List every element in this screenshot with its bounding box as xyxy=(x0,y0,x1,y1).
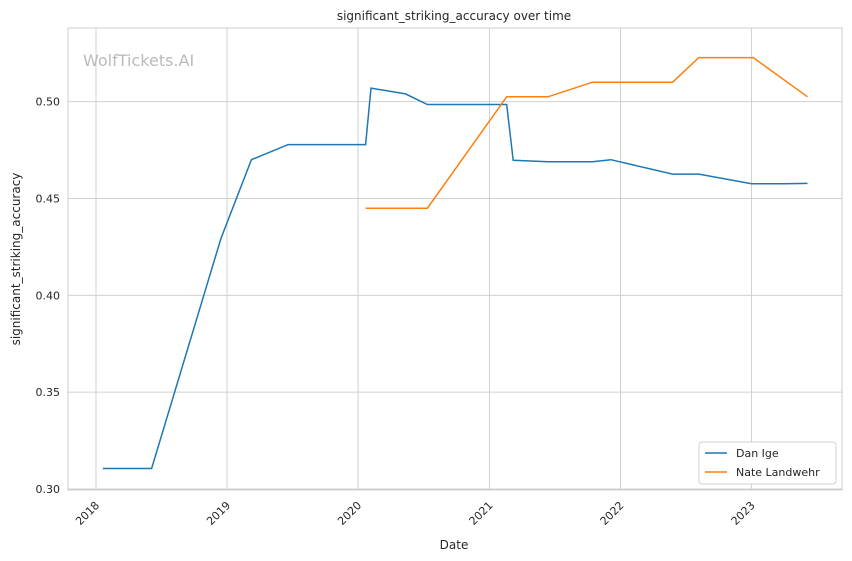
y-tick-label: 0.45 xyxy=(36,192,61,205)
y-tick-label: 0.35 xyxy=(36,386,61,399)
x-tick-label: 2023 xyxy=(729,499,758,528)
legend-label-dan-ige: Dan Ige xyxy=(736,447,779,460)
x-tick-label: 2022 xyxy=(598,499,627,528)
x-tick-label: 2020 xyxy=(335,499,364,528)
legend-label-nate-landwehr: Nate Landwehr xyxy=(736,466,820,479)
series-line-dan-ige xyxy=(102,87,808,470)
x-tick-label: 2018 xyxy=(73,499,102,528)
legend: Dan Ige Nate Landwehr xyxy=(698,441,837,485)
y-tick-label: 0.30 xyxy=(36,483,61,496)
y-tick-label: 0.50 xyxy=(36,96,61,109)
y-axis-label: significant_striking_accuracy xyxy=(9,173,23,346)
chart-title: significant_striking_accuracy over time xyxy=(337,9,571,23)
watermark: WolfTickets.AI xyxy=(83,51,194,70)
x-tick-label: 2019 xyxy=(204,499,233,528)
x-tick-label: 2021 xyxy=(467,499,496,528)
plot-area xyxy=(67,27,843,491)
series-line-nate-landwehr xyxy=(365,56,808,209)
x-axis-label: Date xyxy=(440,538,469,552)
y-tick-label: 0.40 xyxy=(36,289,61,302)
